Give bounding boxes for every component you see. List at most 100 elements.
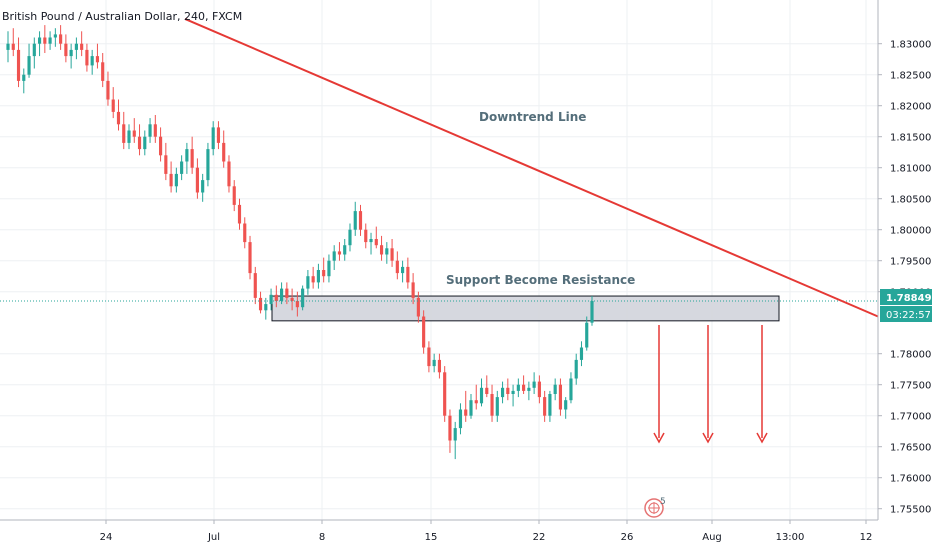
candle[interactable] [48, 31, 52, 50]
candle[interactable] [16, 37, 21, 88]
candle[interactable] [379, 235, 384, 261]
candle[interactable] [37, 31, 42, 57]
candle[interactable] [569, 372, 573, 404]
candle[interactable] [522, 375, 526, 394]
downtrend-line[interactable] [184, 17, 879, 318]
time-axis[interactable]: 24 Jul 8 15 22 26 Aug 13:00 12 [100, 520, 873, 543]
candle[interactable] [537, 375, 541, 404]
candle[interactable] [527, 381, 531, 401]
candle[interactable] [180, 155, 184, 181]
candle[interactable] [285, 282, 289, 305]
candle[interactable] [201, 173, 205, 202]
candle[interactable] [90, 49, 94, 75]
candle[interactable] [306, 270, 310, 295]
candle[interactable] [500, 381, 505, 404]
candle[interactable] [32, 37, 36, 69]
candle[interactable] [164, 142, 168, 181]
candle[interactable] [122, 111, 126, 150]
events-marker-icon[interactable]: 5 [644, 497, 666, 518]
candle[interactable] [106, 71, 110, 106]
candle[interactable] [85, 43, 89, 72]
candle[interactable] [358, 204, 363, 236]
candle[interactable] [574, 353, 578, 385]
candle[interactable] [11, 28, 15, 57]
candle[interactable] [280, 282, 284, 305]
candle[interactable] [343, 239, 347, 261]
candle[interactable] [532, 372, 536, 394]
candle[interactable] [269, 288, 273, 311]
candle[interactable] [53, 28, 57, 47]
candle[interactable] [579, 341, 584, 367]
candle[interactable] [395, 251, 399, 280]
candle[interactable] [427, 341, 431, 373]
candle[interactable] [237, 198, 242, 230]
candle[interactable] [469, 394, 473, 419]
candle[interactable] [543, 390, 547, 422]
candle[interactable] [458, 403, 463, 435]
candle[interactable] [295, 291, 299, 317]
candle[interactable] [416, 291, 420, 323]
downtrend-label[interactable]: Downtrend Line [479, 110, 586, 124]
candle[interactable] [411, 273, 415, 305]
candle[interactable] [464, 390, 468, 422]
candle[interactable] [432, 353, 436, 373]
candle[interactable] [264, 297, 268, 320]
candle[interactable] [406, 257, 410, 289]
candle[interactable] [322, 257, 326, 283]
drawings-layer[interactable] [0, 17, 879, 444]
candle[interactable] [6, 31, 10, 63]
candle[interactable] [69, 43, 73, 69]
candle[interactable] [327, 254, 331, 283]
candle[interactable] [22, 68, 26, 94]
candle[interactable] [337, 242, 342, 261]
candle[interactable] [148, 118, 152, 143]
candle[interactable] [169, 161, 173, 193]
candle[interactable] [453, 421, 457, 460]
candle[interactable] [174, 167, 178, 193]
candle[interactable] [558, 378, 563, 416]
candle[interactable] [274, 285, 278, 308]
candle[interactable] [485, 375, 489, 398]
candle[interactable] [401, 260, 405, 283]
candle[interactable] [101, 53, 105, 88]
candle[interactable] [474, 384, 478, 410]
candle[interactable] [553, 378, 557, 401]
candle[interactable] [495, 390, 499, 422]
candle[interactable] [511, 384, 515, 407]
candle[interactable] [332, 245, 336, 270]
candle[interactable] [564, 397, 568, 419]
candle[interactable] [95, 43, 100, 69]
resistance-zone[interactable] [271, 295, 780, 322]
candle[interactable] [311, 266, 315, 289]
candles[interactable] [6, 25, 594, 460]
candle[interactable] [479, 378, 484, 407]
candle[interactable] [43, 25, 47, 53]
candle[interactable] [353, 201, 357, 236]
candle[interactable] [390, 239, 394, 267]
candle[interactable] [369, 232, 373, 255]
candle[interactable] [258, 291, 263, 314]
down-arrow-icon[interactable] [702, 325, 714, 444]
candle[interactable] [490, 384, 494, 422]
candle[interactable] [316, 263, 320, 289]
candle[interactable] [585, 316, 589, 351]
candle[interactable] [422, 310, 426, 354]
candle[interactable] [211, 121, 215, 156]
candle[interactable] [227, 155, 231, 193]
candle[interactable] [232, 180, 236, 212]
down-arrow-icon[interactable] [756, 325, 768, 444]
candle[interactable] [253, 266, 257, 305]
candle[interactable] [64, 34, 68, 63]
candle[interactable] [374, 226, 378, 249]
candle[interactable] [185, 142, 189, 174]
candle[interactable] [385, 242, 389, 264]
candle[interactable] [443, 366, 447, 422]
candle[interactable] [158, 127, 163, 162]
candle[interactable] [216, 121, 221, 150]
candle[interactable] [59, 25, 63, 50]
candle[interactable] [364, 223, 368, 249]
candle[interactable] [190, 136, 194, 174]
candle[interactable] [127, 124, 131, 150]
candle[interactable] [548, 390, 552, 422]
